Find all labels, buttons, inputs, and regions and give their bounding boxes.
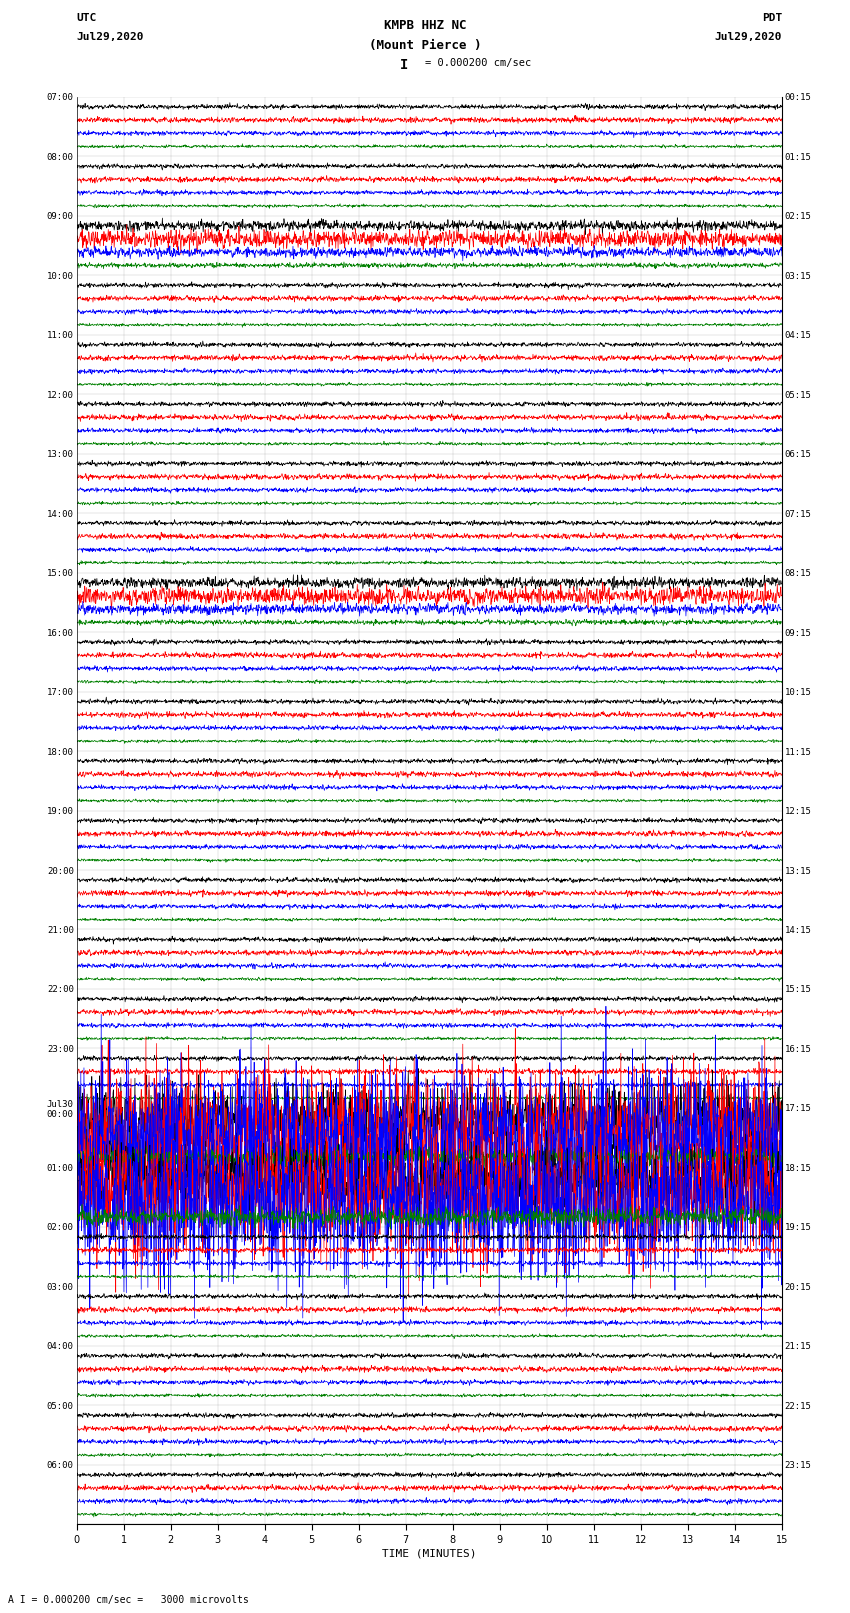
Text: (Mount Pierce ): (Mount Pierce ) [369,39,481,52]
Text: UTC: UTC [76,13,97,23]
X-axis label: TIME (MINUTES): TIME (MINUTES) [382,1548,477,1558]
Text: Jul29,2020: Jul29,2020 [76,32,144,42]
Text: = 0.000200 cm/sec: = 0.000200 cm/sec [425,58,531,68]
Text: KMPB HHZ NC: KMPB HHZ NC [383,19,467,32]
Text: Jul29,2020: Jul29,2020 [715,32,782,42]
Text: I: I [400,58,408,73]
Text: A I = 0.000200 cm/sec =   3000 microvolts: A I = 0.000200 cm/sec = 3000 microvolts [8,1595,249,1605]
Text: PDT: PDT [762,13,782,23]
